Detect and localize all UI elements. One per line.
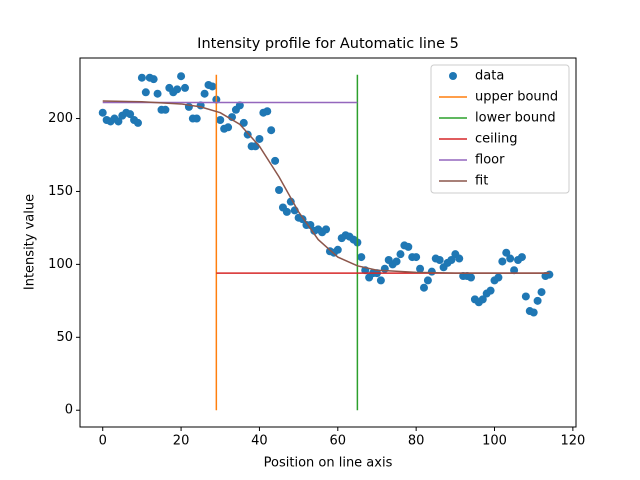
data-point bbox=[423, 276, 432, 285]
data-point bbox=[427, 267, 436, 276]
data-point bbox=[286, 197, 295, 206]
data-point bbox=[533, 296, 542, 305]
x-tick-label: 0 bbox=[99, 434, 107, 449]
data-point bbox=[467, 273, 476, 282]
data-point bbox=[545, 270, 554, 279]
data-point bbox=[486, 286, 495, 295]
legend-label: floor bbox=[475, 153, 505, 168]
legend-box bbox=[430, 64, 570, 194]
axes-frame bbox=[79, 57, 577, 428]
data-point bbox=[435, 256, 444, 265]
data-point bbox=[137, 73, 146, 82]
data-point bbox=[133, 118, 142, 127]
x-tick-label: 120 bbox=[560, 434, 585, 449]
data-point bbox=[255, 134, 264, 143]
legend-label: lower bound bbox=[475, 111, 556, 126]
data-point bbox=[161, 105, 170, 114]
x-tick-label: 20 bbox=[173, 434, 190, 449]
legend-label: data bbox=[475, 69, 504, 84]
data-point bbox=[502, 248, 511, 257]
data-point bbox=[282, 207, 291, 216]
legend-label: ceiling bbox=[475, 132, 517, 147]
y-tick-label: 50 bbox=[56, 330, 73, 345]
data-point bbox=[306, 220, 315, 229]
data-point bbox=[396, 250, 405, 259]
data-point bbox=[173, 85, 182, 94]
data-point bbox=[208, 82, 217, 91]
x-tick-label: 80 bbox=[408, 434, 425, 449]
legend-label: fit bbox=[475, 174, 488, 189]
data-point bbox=[521, 292, 530, 301]
data-point bbox=[149, 75, 158, 84]
data-point bbox=[412, 253, 421, 262]
data-point bbox=[357, 253, 366, 262]
y-tick-label: 200 bbox=[48, 111, 73, 126]
data-point bbox=[537, 288, 546, 297]
chart-title: Intensity profile for Automatic line 5 bbox=[197, 36, 459, 52]
data-point bbox=[392, 257, 401, 266]
data-point bbox=[517, 253, 526, 262]
data-point bbox=[455, 254, 464, 263]
data-point bbox=[494, 273, 503, 282]
data-point bbox=[416, 264, 425, 273]
data-point bbox=[529, 308, 538, 317]
data-point bbox=[200, 89, 209, 98]
data-point bbox=[275, 185, 284, 194]
y-axis-label: Intensity value bbox=[23, 194, 38, 290]
data-point bbox=[419, 283, 428, 292]
data-point bbox=[141, 88, 150, 97]
data-point bbox=[251, 142, 260, 151]
x-tick-label: 60 bbox=[330, 434, 347, 449]
y-tick-label: 100 bbox=[48, 257, 73, 272]
data-point bbox=[498, 257, 507, 266]
data-point bbox=[98, 108, 107, 117]
data-point bbox=[224, 123, 233, 132]
data-point bbox=[216, 115, 225, 124]
data-point bbox=[192, 114, 201, 123]
data-point bbox=[376, 276, 385, 285]
data-point bbox=[447, 256, 456, 265]
data-point bbox=[404, 242, 413, 251]
data-point bbox=[478, 295, 487, 304]
data-point bbox=[510, 266, 519, 275]
data-point bbox=[180, 83, 189, 92]
data-point bbox=[153, 89, 162, 98]
legend-label: upper bound bbox=[475, 90, 558, 105]
series-line bbox=[102, 100, 550, 274]
y-tick-label: 0 bbox=[65, 403, 73, 418]
data-point bbox=[322, 225, 331, 234]
x-axis-label: Position on line axis bbox=[264, 456, 393, 471]
data-point bbox=[333, 245, 342, 254]
y-tick-label: 150 bbox=[48, 184, 73, 199]
data-point bbox=[243, 130, 252, 139]
data-point bbox=[263, 107, 272, 116]
data-point bbox=[126, 110, 135, 119]
data-point bbox=[271, 156, 280, 165]
data-point bbox=[114, 117, 123, 126]
legend-marker bbox=[449, 72, 457, 80]
x-tick-label: 100 bbox=[482, 434, 507, 449]
data-point bbox=[506, 254, 515, 263]
data-point bbox=[235, 101, 244, 110]
data-point bbox=[177, 72, 186, 81]
data-point bbox=[267, 126, 276, 135]
data-point bbox=[239, 118, 248, 127]
x-tick-label: 40 bbox=[251, 434, 268, 449]
